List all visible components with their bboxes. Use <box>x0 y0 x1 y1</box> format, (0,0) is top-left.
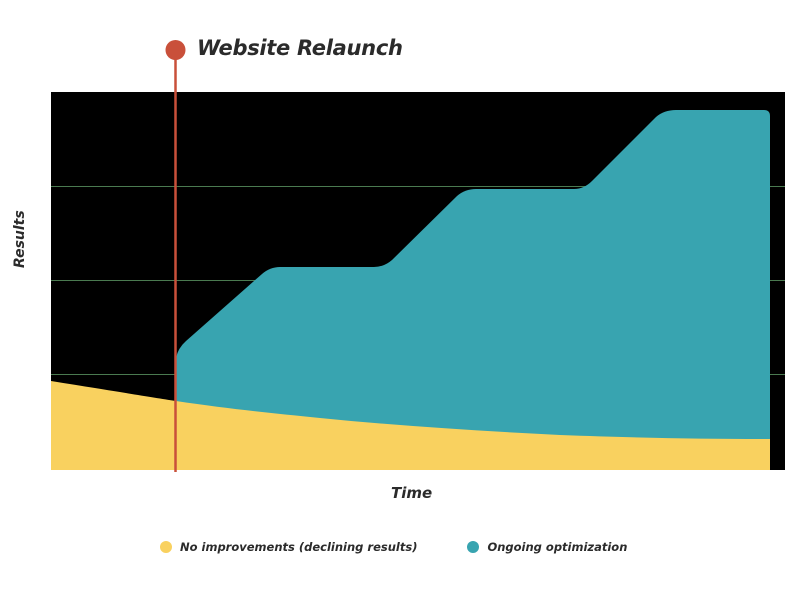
legend-item-no-improvements: No improvements (declining results) <box>160 540 417 554</box>
legend-item-ongoing-optimization: Ongoing optimization <box>467 540 627 554</box>
legend-label: No improvements (declining results) <box>180 540 418 554</box>
relaunch-annotation-label: Website Relaunch <box>197 36 403 60</box>
x-axis-label: Time <box>391 484 433 502</box>
yellow-dot-icon <box>160 541 172 553</box>
legend-label: Ongoing optimization <box>487 540 628 554</box>
legend: No improvements (declining results) Ongo… <box>160 540 677 554</box>
relaunch-marker-pin <box>165 40 186 60</box>
y-axis-label: Results <box>12 210 28 268</box>
series-no-improvements-area <box>51 381 770 470</box>
teal-dot-icon <box>467 541 480 553</box>
series-ongoing-optimization-area <box>176 110 770 470</box>
